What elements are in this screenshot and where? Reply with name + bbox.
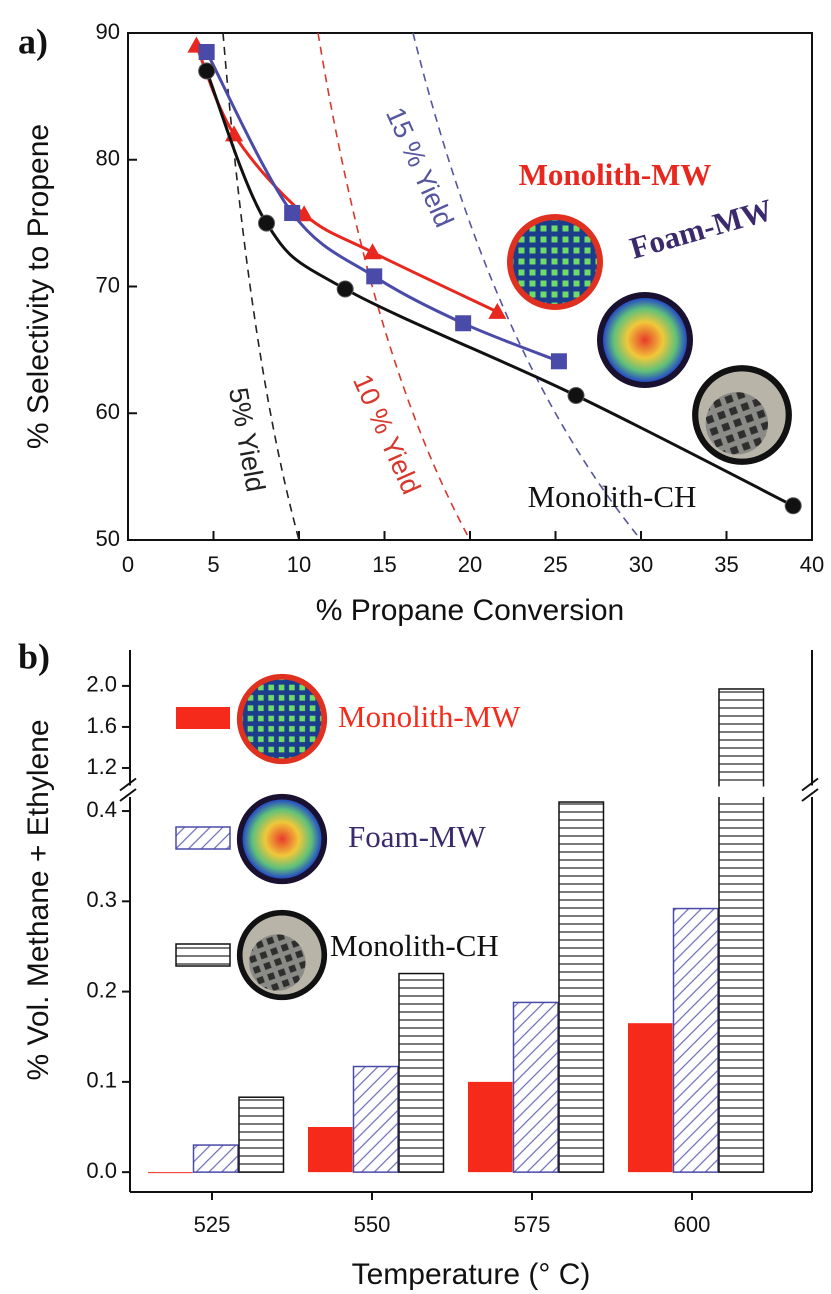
series-label: Monolith-CH [528, 479, 697, 514]
y-tick-label: 0.4 [86, 797, 117, 822]
marker-square [199, 44, 215, 60]
marker-square [551, 353, 567, 369]
y-tick-label: 0.1 [86, 1068, 117, 1093]
monolith-ch-image [695, 368, 789, 462]
marker-square [455, 315, 471, 331]
series-line [196, 46, 497, 312]
x-tick-label: 5 [207, 552, 219, 577]
y-tick-label: 80 [96, 146, 120, 171]
x-tick-label: 525 [194, 1212, 231, 1237]
bar [468, 1082, 513, 1172]
legend-swatch [176, 827, 230, 849]
x-tick-label: 15 [372, 552, 396, 577]
series-label: Monolith-MW [519, 157, 712, 192]
marker-triangle [364, 243, 382, 259]
bar [308, 1127, 353, 1172]
axis-break-gap [118, 787, 824, 798]
marker-circle [199, 63, 215, 79]
y-tick-label: 1.6 [86, 713, 117, 738]
panel-label: a) [18, 21, 48, 61]
page: a) 0 5 10 15 20 25 30 35 40 50 60 70 80 90 % Propane Co… [0, 0, 831, 1294]
marker-square [284, 205, 300, 221]
legend-swatch [176, 944, 230, 966]
yield-label: 5% Yield [223, 385, 271, 494]
marker-circle [337, 281, 353, 297]
y-axis-title: % Vol. Methane + Ethylene [22, 719, 55, 1080]
x-tick-label: 25 [543, 552, 567, 577]
bar [628, 1023, 673, 1172]
bar [559, 802, 604, 1172]
marker-circle [785, 498, 801, 514]
yield-label: 10 % Yield [347, 370, 426, 499]
series-label: Foam-MW [626, 192, 776, 266]
bar [239, 1097, 284, 1172]
bar [194, 1145, 239, 1172]
x-tick-label: 600 [674, 1212, 711, 1237]
x-tick-label: 35 [714, 552, 738, 577]
marker-square [366, 268, 382, 284]
monolith-mw-image [510, 217, 600, 307]
y-tick-label: 2.0 [86, 672, 117, 697]
figure: a) 0 5 10 15 20 25 30 35 40 50 60 70 80 90 % Propane Co… [0, 0, 831, 1294]
x-tick-label: 575 [514, 1212, 551, 1237]
legend-monolith-ch-image [240, 913, 325, 998]
y-tick-label: 60 [96, 399, 120, 424]
x-tick-label: 0 [122, 552, 134, 577]
y-tick-label: 90 [96, 19, 120, 44]
panel-label: b) [18, 636, 50, 676]
y-tick-label: 0.0 [86, 1158, 117, 1183]
y-tick-label: 50 [96, 526, 120, 551]
panel-a: a) 0 5 10 15 20 25 30 35 40 50 60 70 80 90 % Propane Co… [18, 19, 824, 627]
legend-swatch [176, 707, 230, 729]
legend-label: Monolith-CH [330, 928, 499, 963]
bar [354, 1067, 399, 1173]
legend-label: Foam-MW [348, 819, 487, 854]
marker-circle [568, 388, 584, 404]
panel-b: b) 525 550 575 600 0.0 0.1 0.2 0.3 0.4 1.2 1.6 2.0 Te… [18, 636, 824, 1291]
y-tick-label: 0.2 [86, 977, 117, 1002]
bar [399, 974, 444, 1173]
x-tick-label: 550 [354, 1212, 391, 1237]
legend-monolith-mw-image [240, 677, 325, 762]
bar [148, 1172, 193, 1173]
foam-mw-image [600, 295, 690, 385]
marker-circle [259, 215, 275, 231]
x-axis-title: Temperature (° C) [352, 1258, 591, 1291]
yield-label: 15 % Yield [380, 103, 459, 232]
x-tick-label: 20 [458, 552, 482, 577]
legend-foam-mw-image [240, 797, 325, 882]
x-tick-label: 40 [800, 552, 824, 577]
y-tick-label: 1.2 [86, 754, 117, 779]
x-axis-title: % Propane Conversion [316, 594, 625, 627]
y-tick-label: 70 [96, 272, 120, 297]
bar [674, 909, 719, 1173]
bar [514, 1002, 559, 1172]
legend-label: Monolith-MW [338, 699, 521, 734]
x-tick-label: 30 [629, 552, 653, 577]
y-tick-label: 0.3 [86, 887, 117, 912]
x-tick-label: 10 [287, 552, 311, 577]
bar [719, 689, 764, 1172]
marker-triangle [488, 303, 506, 319]
y-axis-title: % Selectivity to Propene [22, 124, 55, 449]
